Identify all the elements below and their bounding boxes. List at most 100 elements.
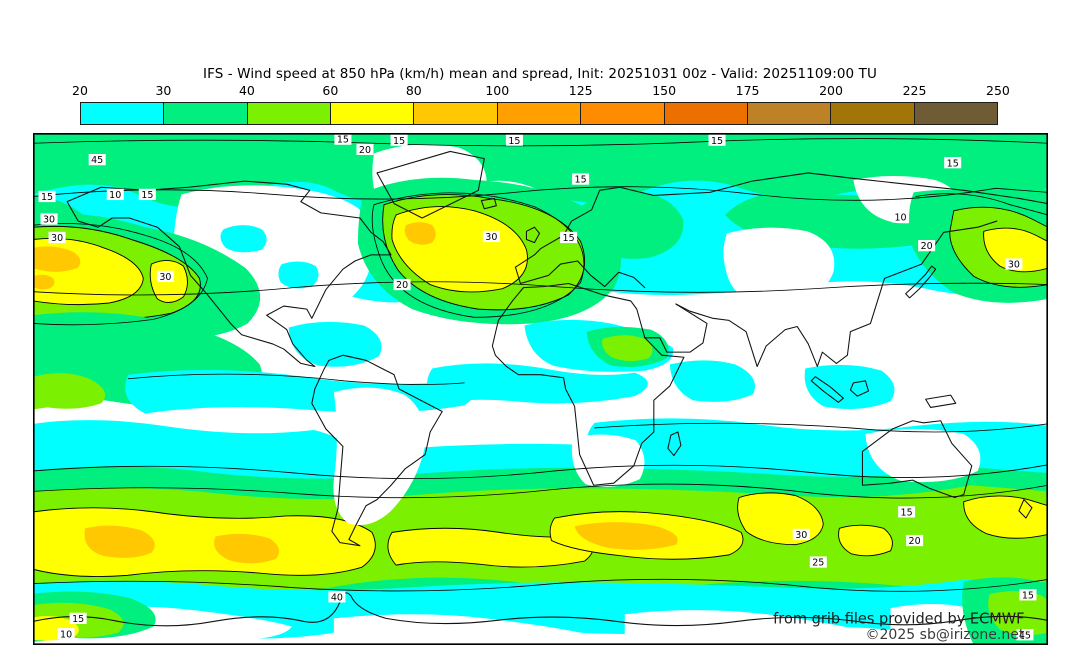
wind-speed-region [33, 274, 55, 290]
coastline [1018, 499, 1033, 519]
svg-text:10: 10 [895, 212, 907, 223]
contour-label: 30 [156, 270, 174, 283]
colorbar-segment [831, 103, 915, 124]
contour-label: 15 [572, 173, 590, 186]
svg-text:20: 20 [359, 145, 371, 156]
coastline [667, 431, 682, 457]
wind-speed-region [574, 522, 678, 550]
wind-speed-region [571, 434, 645, 487]
colorbar-segment [664, 103, 748, 124]
svg-text:45: 45 [1019, 630, 1031, 641]
colorbar-segment [747, 103, 832, 124]
wind-speed-region [333, 387, 426, 526]
svg-text:30: 30 [43, 215, 55, 226]
contour-label: 15 [390, 134, 408, 147]
spread-contour-line [33, 483, 1048, 499]
contour-label: 20 [356, 143, 374, 156]
coastline [905, 265, 937, 299]
colorbar-tick: 40 [238, 83, 255, 98]
colorbar-tick: 175 [735, 83, 760, 98]
svg-text:15: 15 [508, 136, 520, 147]
map-border [33, 133, 1048, 645]
svg-text:15: 15 [337, 135, 349, 146]
wind-speed-region [988, 591, 1048, 636]
contour-label: 20 [918, 240, 936, 252]
svg-text:25: 25 [812, 558, 824, 569]
svg-text:20: 20 [396, 280, 408, 291]
wind-speed-region [963, 495, 1048, 539]
contour-label: 10 [892, 211, 910, 224]
contour-label: 30 [482, 230, 500, 243]
wind-speed-region [427, 363, 648, 405]
contour-label: 15 [560, 231, 578, 244]
colorbar-tick: 20 [72, 83, 88, 98]
svg-text:30: 30 [1008, 260, 1020, 271]
contour-label: 15 [69, 612, 87, 625]
svg-text:30: 30 [159, 272, 171, 283]
wind-speed-region [838, 524, 893, 557]
colorbar-segment [247, 103, 332, 124]
wind-speed-region [890, 604, 976, 645]
colorbar-segment [414, 103, 498, 124]
contour-label: 20 [906, 534, 924, 547]
svg-text:10: 10 [60, 629, 72, 640]
wind-speed-region [723, 227, 835, 306]
colorbar-tick: 250 [986, 83, 1010, 98]
colorbar-segment [914, 103, 997, 124]
colorbar [80, 102, 998, 125]
coastline [644, 303, 708, 353]
contour-label: 10 [57, 628, 75, 640]
colorbar-tick: 60 [322, 83, 339, 98]
colorbar-tick: 125 [568, 83, 593, 98]
colorbar-ticks: 20 30 40 60 80 100 125 150 175 200 225 250 [0, 83, 1080, 99]
coastline [33, 592, 1048, 627]
page-title: IFS - Wind speed at 850 hPa (km/h) mean … [203, 66, 877, 82]
contour-label: 45 [1016, 629, 1034, 641]
coastline [514, 172, 1048, 268]
contour-label: 20 [393, 278, 411, 291]
contour-label: 30 [48, 231, 66, 244]
spread-contour-line [594, 422, 1048, 433]
wind-speed-region [333, 614, 591, 645]
wind-speed-region [288, 321, 382, 367]
wind-speed-region [624, 610, 864, 645]
attribution-line1: from grib files provided by ECMWF [773, 610, 1024, 627]
contour-label: 40 [328, 591, 346, 603]
coastline [675, 220, 998, 368]
colorbar-tick: 80 [405, 83, 422, 98]
svg-text:20: 20 [921, 241, 933, 252]
svg-text:15: 15 [72, 614, 84, 625]
svg-text:30: 30 [485, 232, 497, 243]
colorbar-segment [81, 103, 165, 124]
coastline [491, 282, 685, 486]
wind-speed-region [33, 373, 106, 410]
colorbar-tick: 150 [652, 83, 677, 98]
spread-contour-line [127, 373, 465, 385]
svg-text:10: 10 [109, 190, 121, 201]
wind-speed-region [387, 527, 594, 568]
spread-contour-line [33, 223, 208, 326]
coastline [480, 197, 497, 210]
wind-speed-region [33, 133, 1048, 208]
contour-label: 15 [898, 506, 916, 518]
wind-speed-region [84, 525, 155, 558]
colorbar-segment [331, 103, 415, 124]
contour-label: 15 [38, 190, 56, 203]
coastline [525, 226, 541, 244]
svg-text:15: 15 [711, 136, 723, 147]
contour-label: 15 [334, 133, 352, 146]
contour-label: 30 [40, 213, 58, 226]
svg-text:15: 15 [901, 507, 913, 518]
spread-contour-line [33, 578, 1048, 592]
coastline [861, 420, 973, 499]
contour-label: 25 [809, 556, 827, 569]
wind-speed-region [278, 261, 319, 289]
wind-speed-region [804, 364, 895, 410]
coastline [925, 394, 957, 408]
contour-label: 45 [88, 153, 106, 166]
coastline [311, 354, 443, 547]
colorbar-tick: 225 [902, 83, 927, 98]
attribution-line2: ©2025 sb@irizone.net [865, 627, 1024, 643]
